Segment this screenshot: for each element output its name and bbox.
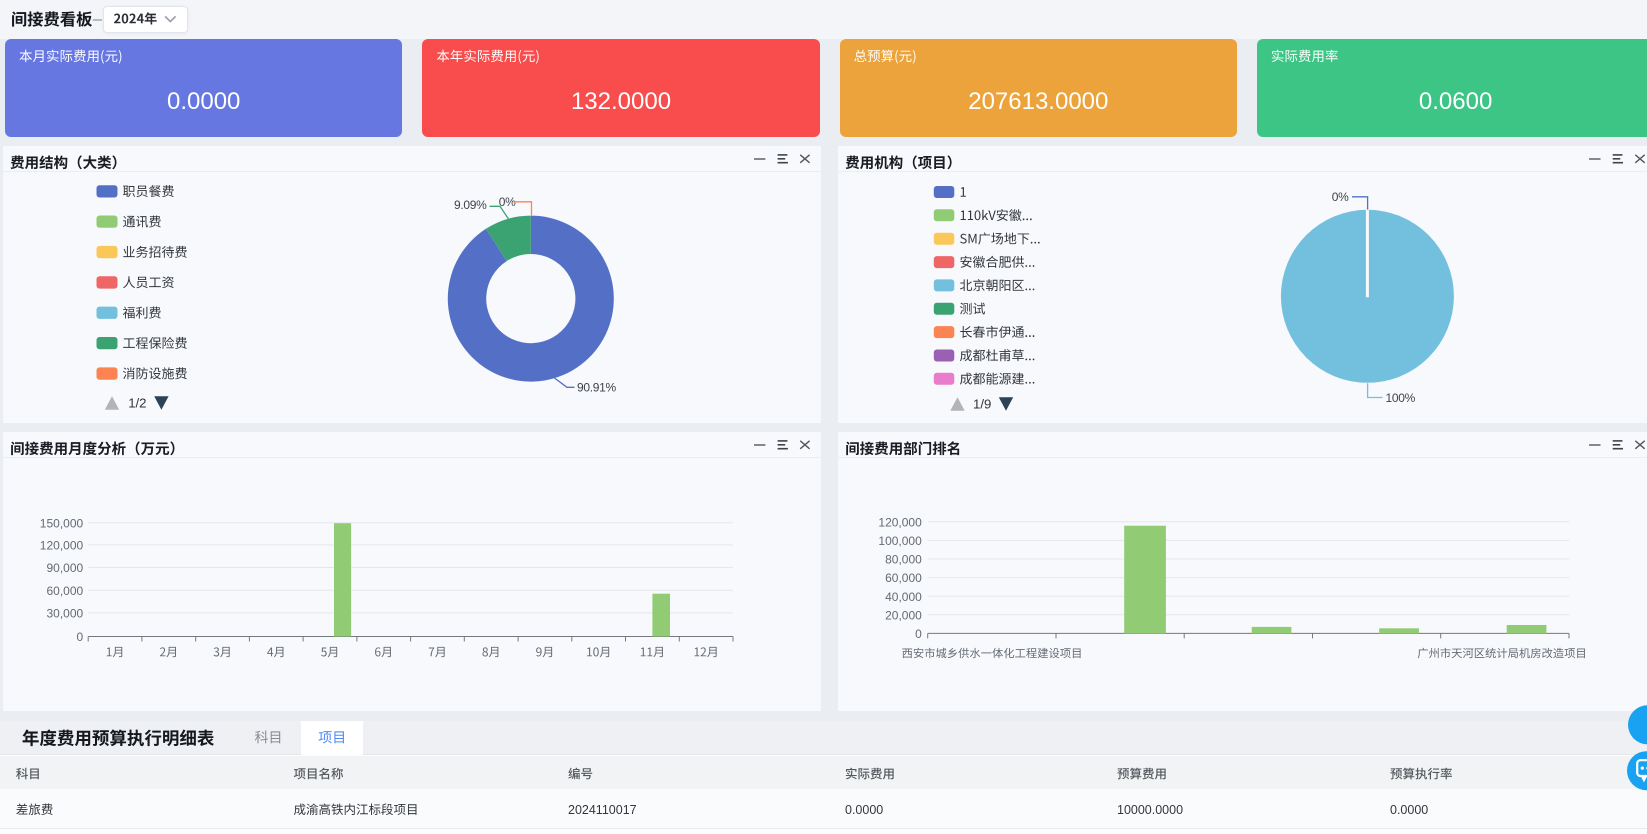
svg-text:40,000: 40,000 <box>885 590 922 604</box>
svg-text:30,000: 30,000 <box>46 607 83 621</box>
svg-text:2024110017: 2024110017 <box>568 803 637 817</box>
svg-text:120,000: 120,000 <box>878 515 922 529</box>
svg-text:0: 0 <box>915 627 922 641</box>
svg-text:120,000: 120,000 <box>40 539 84 553</box>
svg-text:10000.0000: 10000.0000 <box>1117 803 1183 817</box>
svg-text:0: 0 <box>77 630 84 644</box>
svg-text:0%: 0% <box>499 195 516 209</box>
svg-text:0.0600: 0.0600 <box>1419 88 1492 115</box>
svg-text:0.0000: 0.0000 <box>1390 803 1428 817</box>
svg-text:100%: 100% <box>1386 391 1416 405</box>
svg-text:100,000: 100,000 <box>878 534 922 548</box>
svg-text:150,000: 150,000 <box>40 516 84 530</box>
svg-text:90.91%: 90.91% <box>577 380 617 394</box>
svg-text:0%: 0% <box>1332 190 1349 204</box>
svg-text:207613.0000: 207613.0000 <box>968 88 1108 115</box>
svg-text:9.09%: 9.09% <box>454 198 487 212</box>
svg-text:0.0000: 0.0000 <box>167 88 240 115</box>
svg-text:90,000: 90,000 <box>46 561 83 575</box>
svg-text:20,000: 20,000 <box>885 608 922 622</box>
svg-text:0.0000: 0.0000 <box>845 803 883 817</box>
svg-text:60,000: 60,000 <box>46 584 83 598</box>
svg-text:80,000: 80,000 <box>885 553 922 567</box>
svg-text:1/2: 1/2 <box>128 396 146 411</box>
svg-text:60,000: 60,000 <box>885 571 922 585</box>
svg-text:132.0000: 132.0000 <box>571 88 671 115</box>
svg-text:1/9: 1/9 <box>973 397 991 412</box>
